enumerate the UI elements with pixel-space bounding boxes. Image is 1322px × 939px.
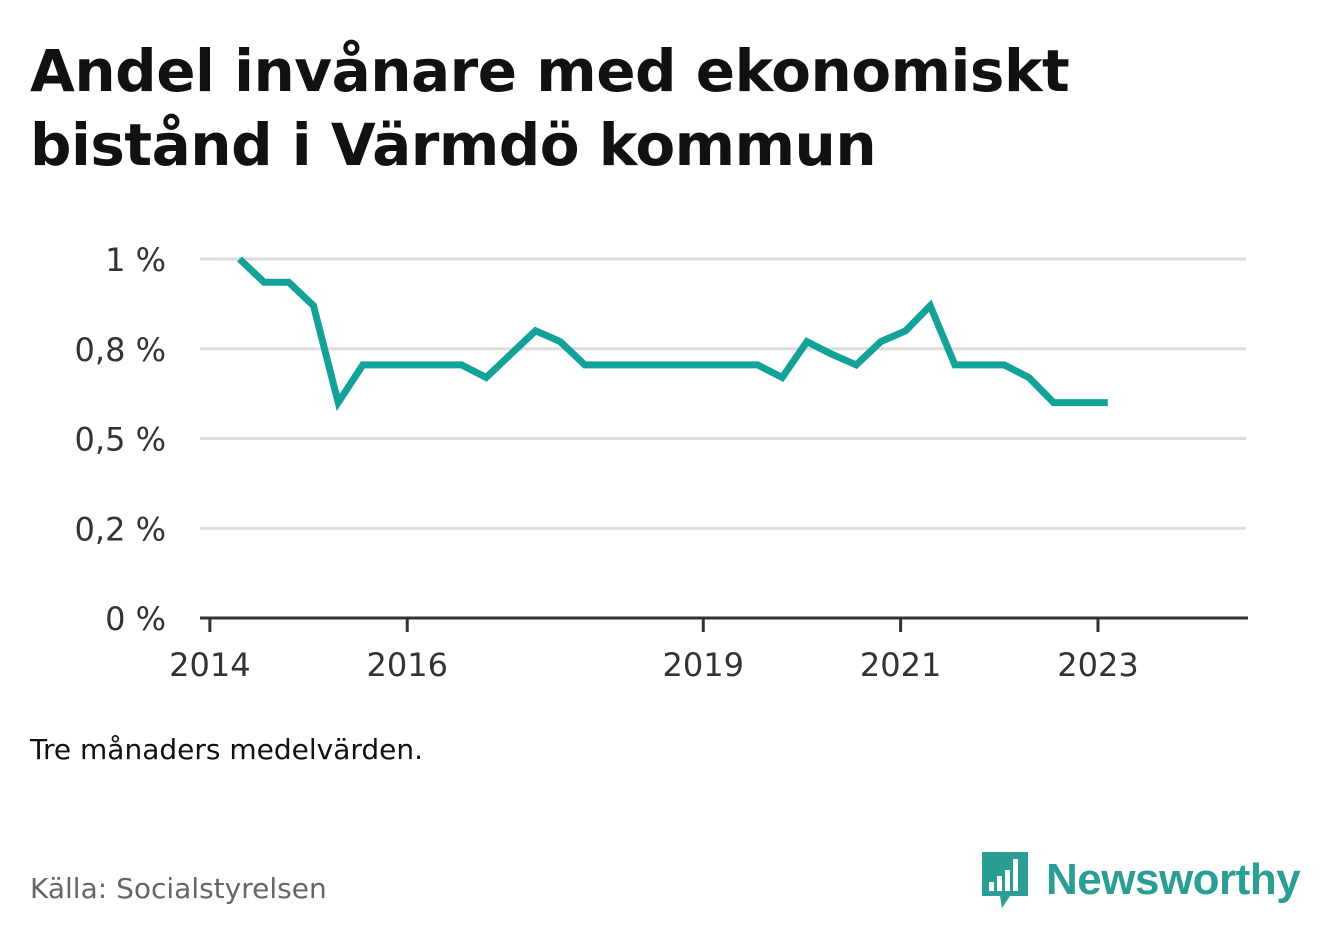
x-tick-label: 2023 — [1057, 646, 1138, 684]
x-tick-label: 2021 — [860, 646, 941, 684]
page-title: Andel invånare med ekonomiskt bistånd i … — [30, 37, 1070, 179]
x-tick-label: 2014 — [169, 646, 250, 684]
newsworthy-logo-icon — [982, 852, 1028, 908]
grid-lines — [200, 257, 1246, 530]
chart-note: Tre månaders medelvärden. — [30, 733, 424, 766]
y-tick-label: 0 % — [105, 600, 166, 638]
x-tick-label: 2019 — [663, 646, 744, 684]
source-label: Källa: Socialstyrelsen — [30, 872, 327, 905]
x-tick-label: 2016 — [367, 646, 448, 684]
brand-name: Newsworthy — [1046, 855, 1301, 904]
y-tick-label: 0,5 % — [75, 421, 166, 459]
y-tick-label: 1 % — [105, 241, 166, 279]
series-line — [237, 256, 1108, 412]
x-axis-labels: 2014 2016 2019 2021 2023 — [169, 646, 1139, 684]
series-group — [237, 256, 1108, 412]
y-axis-labels: 0 % 0,2 % 0,5 % 0,8 % 1 % — [75, 241, 166, 638]
y-tick-label: 0,8 % — [75, 331, 166, 369]
brand-logo: Newsworthy — [980, 850, 1301, 910]
y-tick-label: 0,2 % — [75, 510, 166, 548]
x-axis — [200, 616, 1248, 632]
